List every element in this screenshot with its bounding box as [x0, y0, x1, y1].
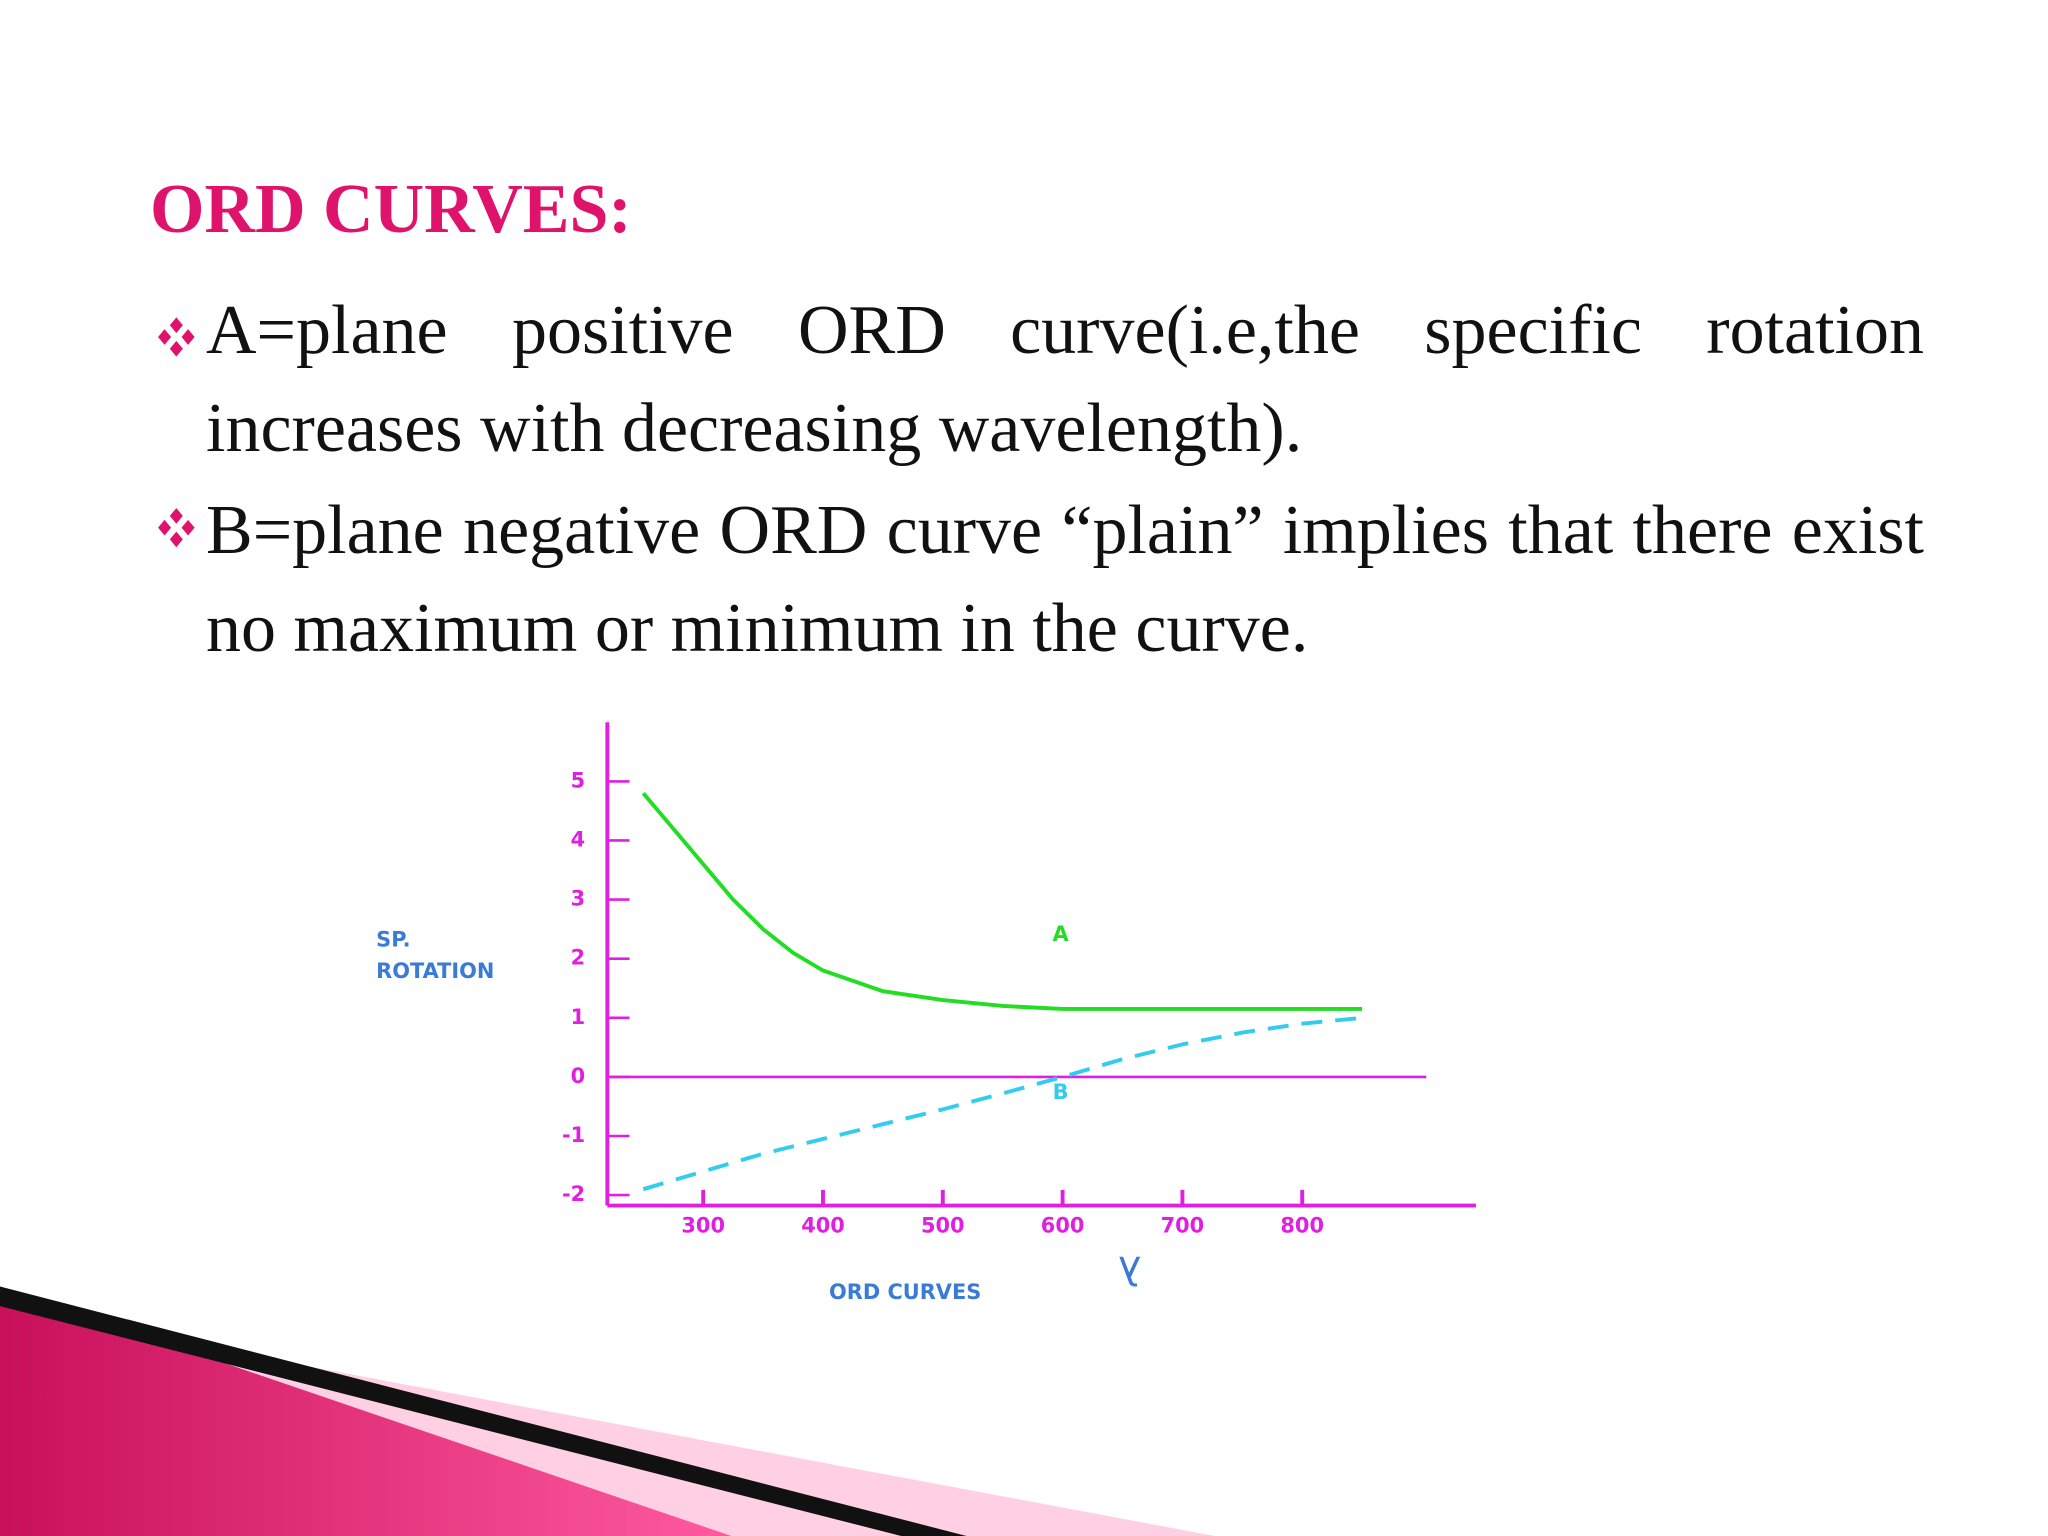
y-tick-label: 5 [571, 768, 586, 792]
y-axis-label: SP. [376, 927, 410, 951]
bullet-icon [158, 508, 195, 548]
y-tick-label: 1 [571, 1005, 586, 1029]
y-tick-label: -1 [562, 1123, 585, 1147]
y-axis-label: ROTATION [376, 959, 494, 983]
x-axis-label: ORD CURVES [829, 1280, 981, 1304]
y-tick-label: 0 [571, 1064, 586, 1088]
series-label: B [1053, 1080, 1069, 1104]
series-line [642, 1015, 1363, 1192]
x-tick-label: 700 [1161, 1213, 1205, 1237]
series-label: A [1052, 922, 1069, 946]
bullet-text: B=plane negative ORD curve “plain” impli… [206, 492, 1924, 667]
chart: 5 4 3 2 1 0 -1 -2 300 400 500 600 700 800 A B SP. ROTATIO… [376, 722, 1476, 1304]
x-tick-label: 800 [1280, 1213, 1324, 1237]
x-axis-symbol: λ [1118, 1246, 1141, 1291]
bullet-text: A=plane positive ORD curve(i.e,the speci… [206, 292, 1924, 467]
decor-stripe [0, 1286, 967, 1536]
y-tick-label: 3 [571, 887, 586, 911]
x-tick-label: 600 [1041, 1213, 1085, 1237]
y-tick-label: -2 [562, 1182, 585, 1206]
slide-title: ORD CURVES: [150, 171, 632, 248]
series-line [641, 791, 1363, 1011]
y-tick-label: 4 [571, 827, 586, 851]
x-tick-label: 300 [681, 1213, 725, 1237]
x-tick-label: 400 [801, 1213, 845, 1237]
bullet-icon [158, 317, 195, 357]
x-tick-label: 500 [921, 1213, 965, 1237]
y-tick-label: 2 [571, 946, 586, 970]
